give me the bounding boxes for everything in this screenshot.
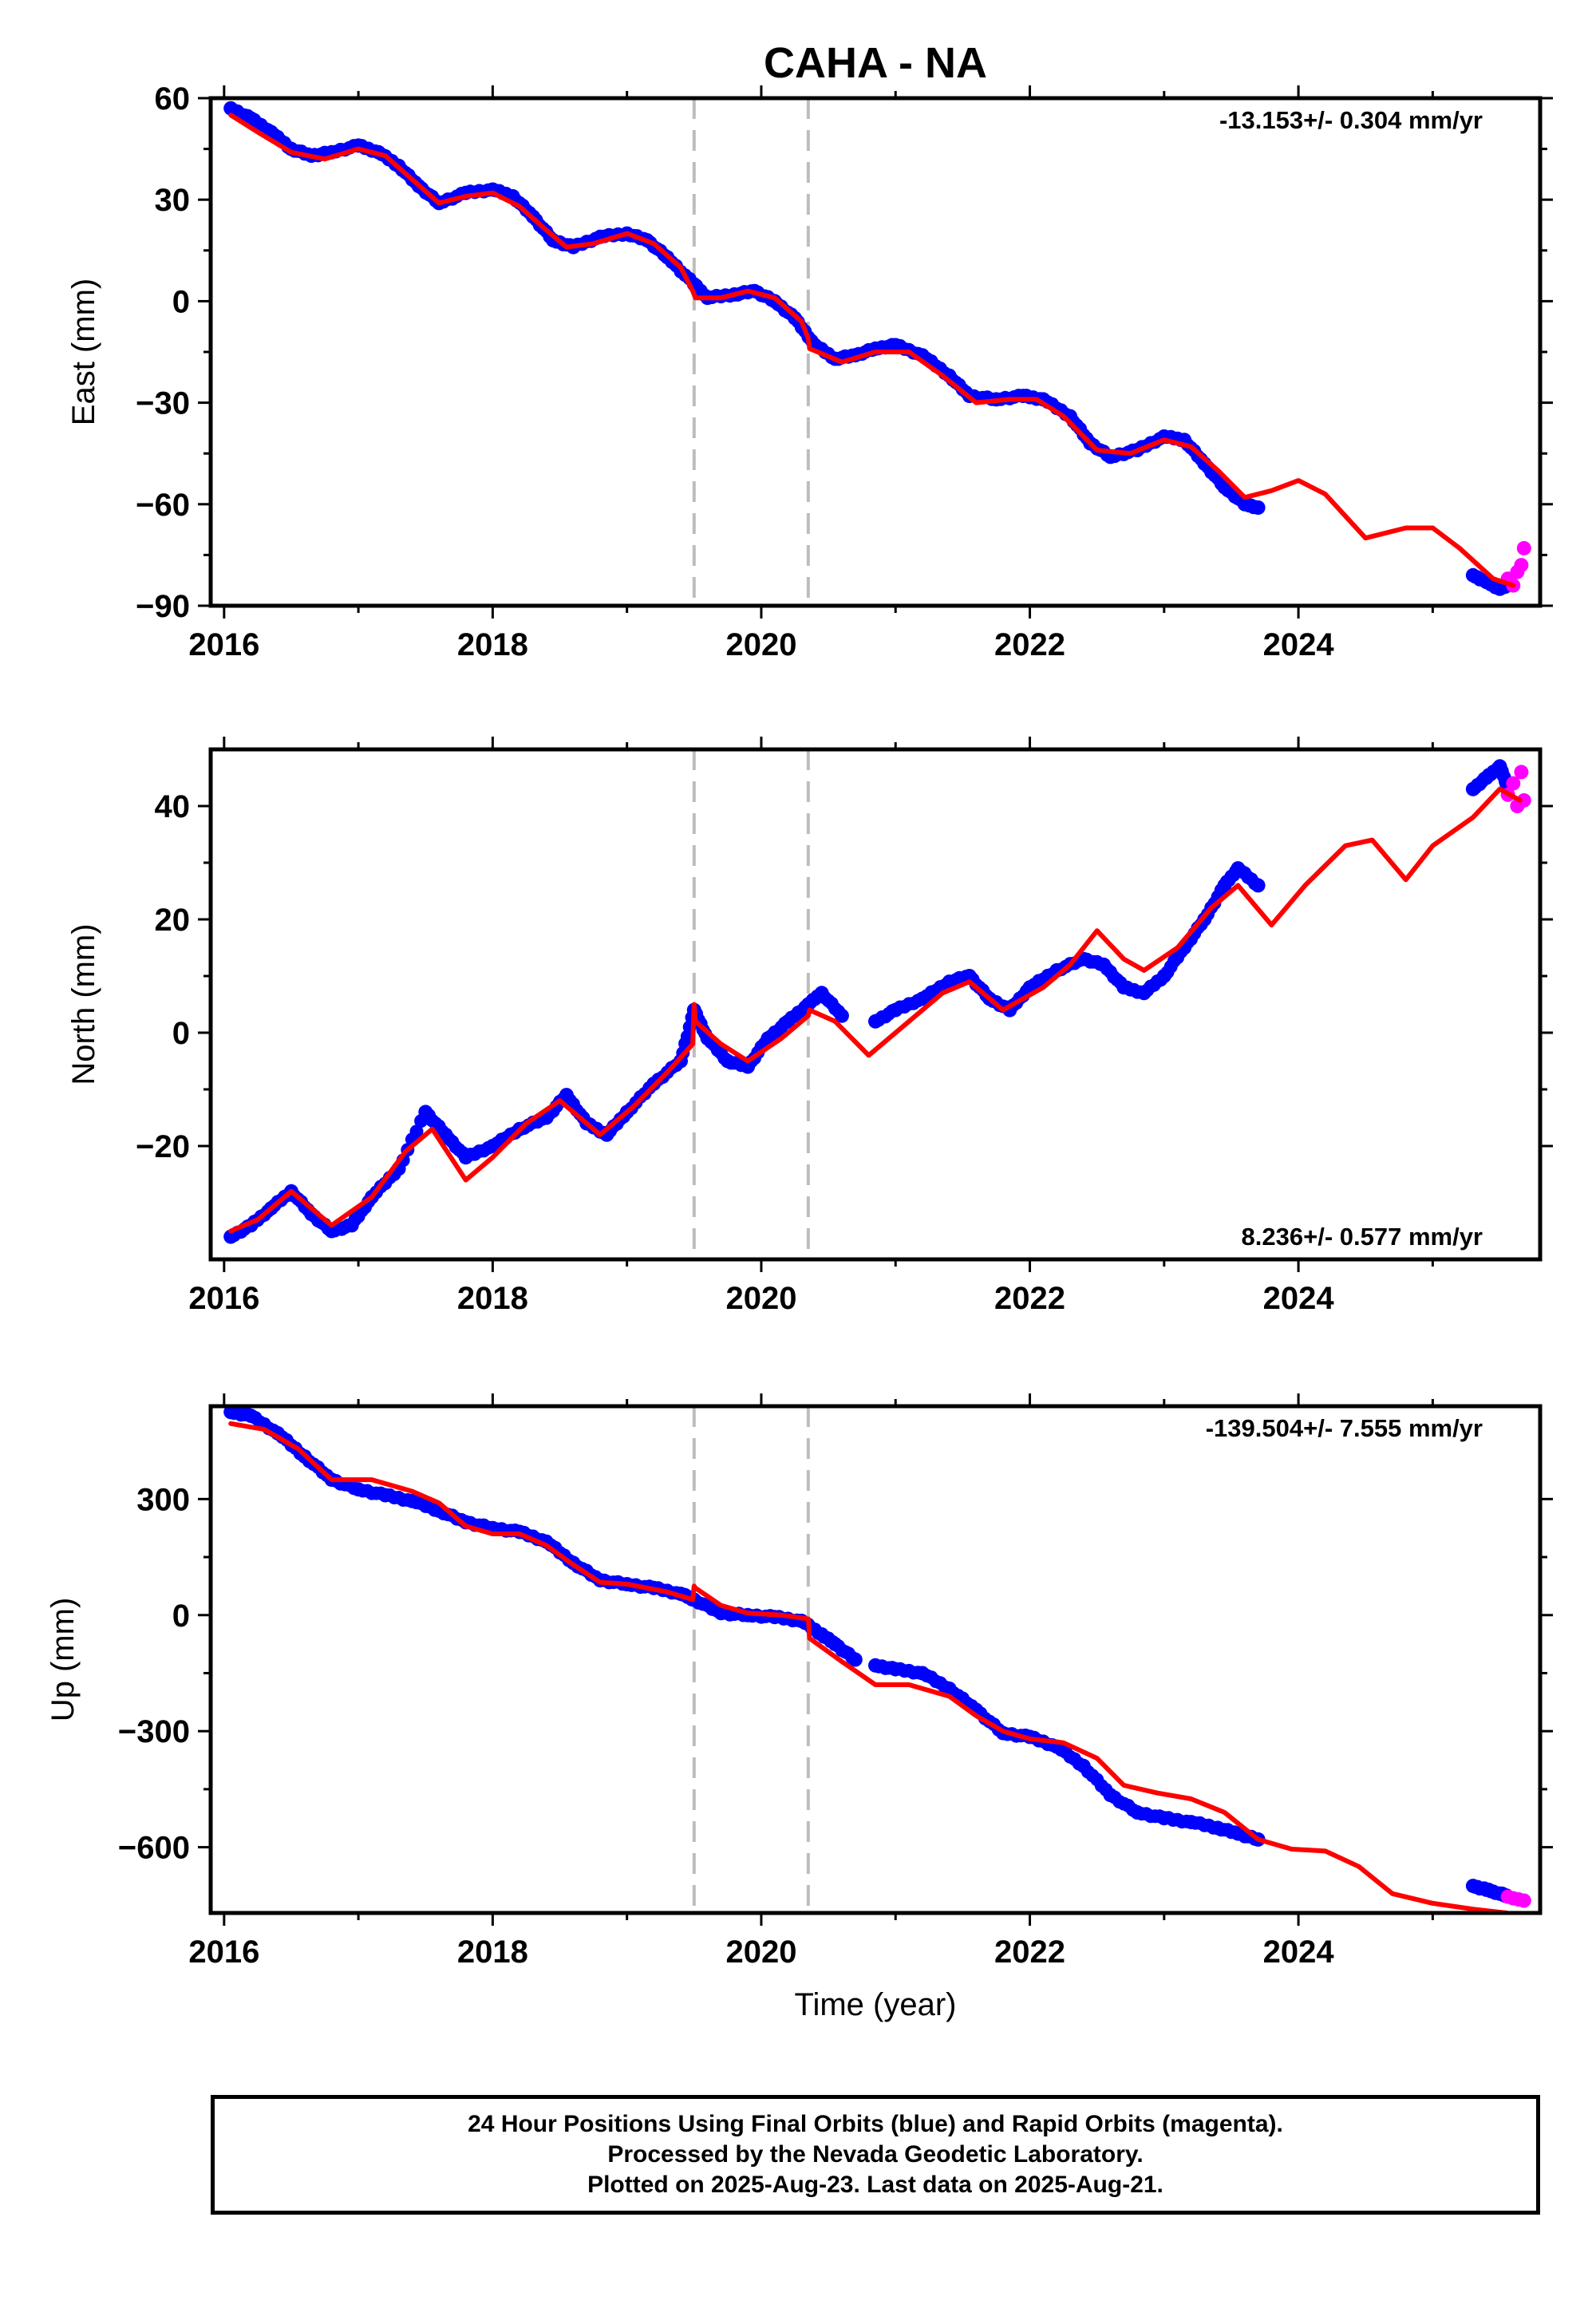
up-panel: 2016 2018 2020 2022 2024 300 0 −300 −600 Up (mm) -… [45,1393,1553,1970]
model-fit-line [228,786,1523,1234]
plot-area [223,1406,1531,1913]
final-orbit-point-fill [409,1124,424,1139]
rapid-orbit-point [1516,792,1531,808]
final-orbit-point-fill [1099,1783,1113,1796]
x-tick-label: 2020 [725,1281,796,1316]
footer-line-3: Plotted on 2025-Aug-23. Last data on 202… [587,2172,1163,2198]
north-panel: 2016 2018 2020 2022 2024 40 20 0 −20 North (mm) 8.… [66,737,1553,1316]
x-tick-label: 2022 [994,1281,1065,1316]
x-tick-label: 2020 [725,627,796,662]
x-tick-label: 2016 [188,627,259,662]
y-axis-label: East (mm) [66,279,101,425]
y-tick-label: −60 [136,488,190,523]
east-panel: 2016 2018 2020 2022 2024 60 30 0 −30 −60 −90 East (… [66,81,1553,662]
x-tick-label: 2016 [188,1935,259,1970]
plot-area [223,98,1531,606]
x-tick-label: 2022 [994,627,1065,662]
x-tick-label: 2016 [188,1281,259,1316]
rapid-orbit-point [1516,1893,1531,1908]
final-orbit-point-fill [845,1650,859,1665]
rapid-orbit-point [1514,558,1529,573]
y-axis-label: Up (mm) [45,1598,81,1722]
y-tick-label: 0 [172,1599,190,1634]
x-tick-label: 2024 [1263,1935,1335,1970]
x-tick-label: 2024 [1263,627,1335,662]
y-tick-label: −30 [136,386,190,421]
final-orbit-point-fill [1249,500,1263,514]
rate-annotation: -13.153+/- 0.304 mm/yr [1219,106,1483,134]
rate-annotation: -139.504+/- 7.555 mm/yr [1206,1414,1483,1442]
model-fit-line [228,113,1516,588]
final-orbit-point-fill [1072,1757,1086,1771]
plot-frame [208,1404,1543,1915]
y-tick-label: −300 [118,1714,190,1749]
x-tick-label: 2022 [994,1935,1065,1970]
x-axis-title: Time (year) [795,1987,957,2022]
rapid-orbit-point [1516,540,1531,555]
plot-area [223,749,1531,1259]
plot-frame [208,747,1543,1262]
final-orbit-point-fill [832,1004,846,1018]
y-tick-label: −20 [136,1129,190,1164]
y-tick-label: 0 [172,284,190,319]
y-tick-label: 300 [136,1482,190,1517]
x-tick-label: 2018 [457,627,528,662]
x-tick-label: 2024 [1263,1281,1335,1316]
rate-annotation: 8.236+/- 0.577 mm/yr [1242,1223,1483,1251]
chart-title: CAHA - NA [764,39,987,87]
y-tick-label: 40 [155,789,191,824]
x-tick-label: 2018 [457,1281,528,1316]
y-tick-label: 60 [155,81,191,117]
y-tick-label: −600 [118,1831,190,1866]
footer-box: 24 Hour Positions Using Final Orbits (bl… [211,2095,1540,2215]
y-tick-label: 0 [172,1016,190,1051]
final-orbit-point-fill [1247,876,1262,891]
model-fit-line [228,1421,1509,1913]
x-tick-label: 2020 [725,1935,796,1970]
rapid-orbit-point [1506,776,1521,791]
x-tick-label: 2018 [457,1935,528,1970]
y-tick-label: −90 [136,589,190,624]
footer-line-2: Processed by the Nevada Geodetic Laborat… [607,2141,1144,2168]
y-axis-label: North (mm) [66,923,101,1085]
rapid-orbit-point [1514,765,1529,780]
y-tick-label: 30 [155,183,191,218]
y-tick-label: 20 [155,903,191,938]
footer-line-1: 24 Hour Positions Using Final Orbits (bl… [468,2111,1283,2137]
